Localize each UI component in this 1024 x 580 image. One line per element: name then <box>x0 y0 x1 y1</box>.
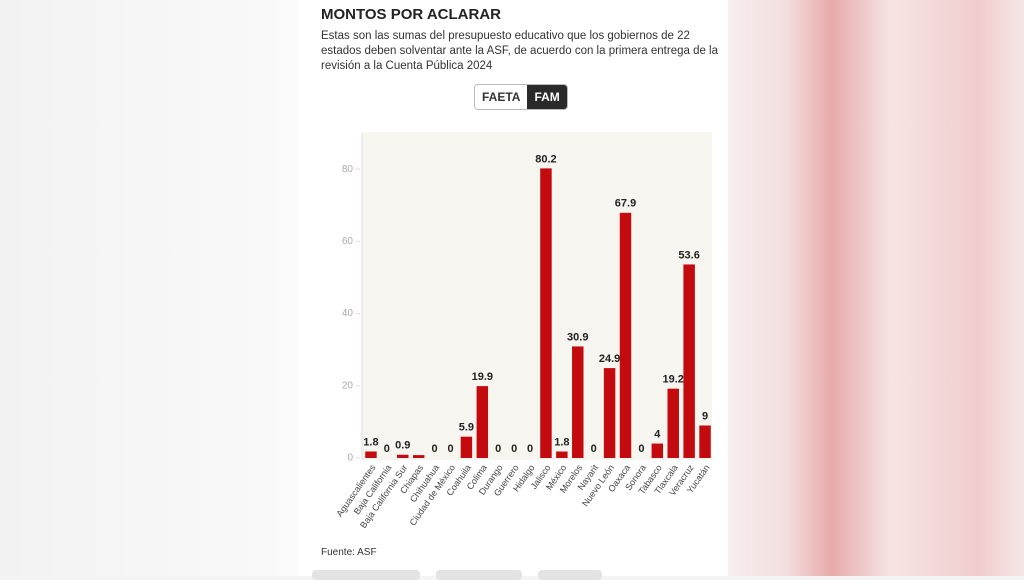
background-right <box>728 0 1024 576</box>
bar <box>460 436 473 458</box>
y-tick-label: 40 <box>342 308 354 319</box>
bar <box>397 454 409 458</box>
bar <box>651 443 664 458</box>
chart-title: MONTOS POR ACLARAR <box>321 6 501 23</box>
subtitle: Estas son las sumas del presupuesto educ… <box>321 30 719 72</box>
background-left <box>0 0 298 576</box>
bar <box>667 388 679 458</box>
data-label: 24.9 <box>599 353 620 365</box>
button[interactable] <box>436 570 522 580</box>
data-label: 30.9 <box>567 331 588 343</box>
tab-active[interactable]: FAM <box>527 85 567 109</box>
y-tick-label: 0 <box>347 453 353 464</box>
data-label: 19.9 <box>472 371 493 383</box>
bar <box>540 168 552 458</box>
bar <box>619 212 632 458</box>
data-label: 53.6 <box>678 249 699 261</box>
data-label: 19.2 <box>663 374 684 386</box>
data-label: 9 <box>702 410 708 422</box>
bar <box>476 386 489 458</box>
data-label: 4 <box>654 428 661 440</box>
data-label: 80.2 <box>535 153 556 165</box>
data-label: 0.9 <box>395 440 410 452</box>
data-label: 0 <box>638 443 644 455</box>
button[interactable] <box>538 570 602 580</box>
data-label: 0 <box>447 443 453 455</box>
bar <box>412 455 425 458</box>
data-label: 67.9 <box>615 198 636 210</box>
data-label: 0 <box>384 443 390 455</box>
data-label: 1.8 <box>363 436 378 448</box>
data-label: 0 <box>511 443 517 455</box>
y-tick-label: 20 <box>342 380 354 391</box>
bar <box>683 264 695 458</box>
data-label: 0 <box>527 443 533 455</box>
tab-group: FAETA FAM <box>474 84 568 110</box>
plot-area <box>362 132 712 460</box>
bar <box>572 346 584 458</box>
bar <box>556 451 568 458</box>
y-tick-label: 80 <box>342 164 354 175</box>
bar <box>603 368 616 458</box>
bar <box>365 451 377 458</box>
button[interactable] <box>312 570 420 580</box>
data-label: 5.9 <box>459 422 474 434</box>
source: Fuente: ASF <box>321 547 377 558</box>
data-label: 0 <box>495 443 501 455</box>
data-label: 0 <box>591 443 597 455</box>
bar <box>699 425 711 458</box>
data-label: 1.8 <box>554 436 569 448</box>
data-label: 0 <box>432 443 438 455</box>
y-tick-label: 60 <box>342 236 354 247</box>
tab[interactable]: FAETA <box>475 85 528 109</box>
